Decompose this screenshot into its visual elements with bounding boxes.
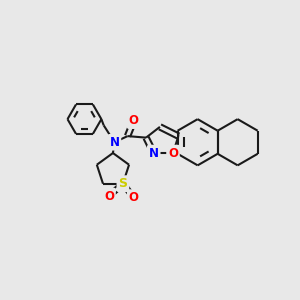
- Text: N: N: [149, 146, 159, 160]
- Text: O: O: [129, 191, 139, 204]
- Text: O: O: [129, 114, 139, 127]
- Text: O: O: [104, 190, 114, 202]
- Text: S: S: [118, 177, 127, 190]
- Text: O: O: [168, 146, 178, 160]
- Text: N: N: [110, 136, 119, 149]
